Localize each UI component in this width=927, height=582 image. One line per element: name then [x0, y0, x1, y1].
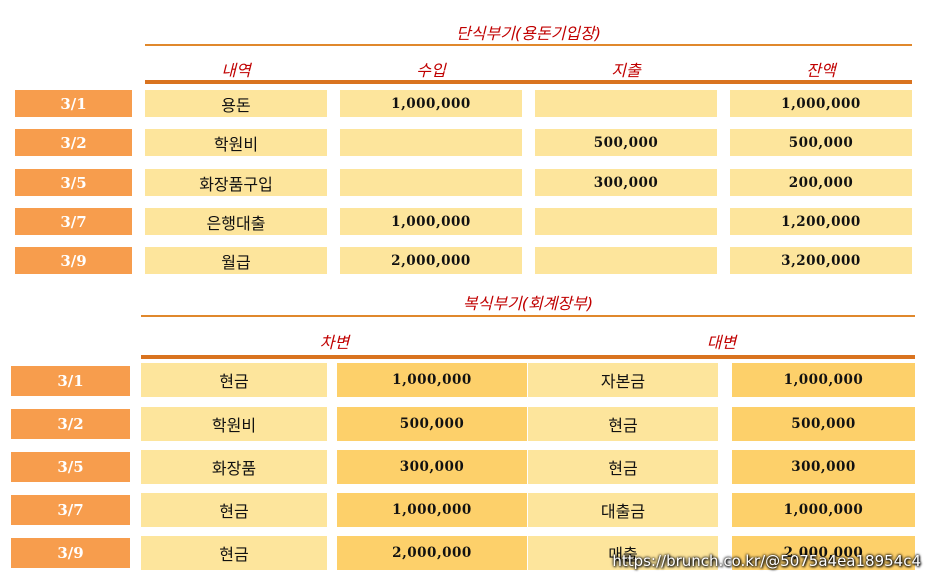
double-row-date: 3/1 — [11, 366, 130, 396]
single-row-date: 3/2 — [15, 129, 132, 156]
double-row-debit-amount: 2,000,000 — [337, 536, 527, 570]
double-row-date: 3/7 — [11, 495, 130, 525]
double-header-credit: 대변 — [706, 333, 737, 352]
single-row-income — [340, 129, 522, 156]
double-row-credit-account: 자본금 — [528, 363, 718, 397]
single-row-date: 3/5 — [15, 169, 132, 196]
double-row-date: 3/5 — [11, 452, 130, 482]
single-header-balance: 잔액 — [806, 61, 836, 80]
double-header-rule — [141, 355, 915, 359]
single-row-item: 학원비 — [145, 129, 327, 156]
single-row-date: 3/1 — [15, 90, 132, 117]
double-title-rule — [141, 315, 915, 317]
double-row-credit-account: 현금 — [528, 450, 718, 484]
single-row-item: 은행대출 — [145, 208, 327, 235]
single-header-expense: 지출 — [611, 61, 641, 80]
single-entry-title: 단식부기(용돈기입장) — [456, 24, 601, 43]
single-row-date: 3/9 — [15, 247, 132, 274]
double-row-date: 3/2 — [11, 409, 130, 439]
double-row-debit-account: 학원비 — [141, 407, 327, 441]
single-row-item: 월급 — [145, 247, 327, 274]
double-row-credit-amount: 1,000,000 — [732, 363, 915, 397]
single-row-income — [340, 169, 522, 196]
double-row-credit-account: 대출금 — [528, 493, 718, 527]
single-row-item: 용돈 — [145, 90, 327, 117]
single-row-income: 2,000,000 — [340, 247, 522, 274]
double-row-debit-account: 현금 — [141, 493, 327, 527]
double-header-debit: 차변 — [319, 333, 350, 352]
single-row-expense — [535, 90, 717, 117]
single-row-income: 1,000,000 — [340, 90, 522, 117]
single-row-item: 화장품구입 — [145, 169, 327, 196]
single-row-balance: 1,200,000 — [730, 208, 912, 235]
single-row-expense: 500,000 — [535, 129, 717, 156]
double-row-debit-account: 현금 — [141, 363, 327, 397]
double-row-credit-amount: 500,000 — [732, 407, 915, 441]
double-entry-title: 복식부기(회계장부) — [462, 294, 594, 313]
double-row-credit-account: 매출 — [528, 536, 718, 570]
double-row-credit-amount: 1,000,000 — [732, 493, 915, 527]
double-row-debit-amount: 1,000,000 — [337, 493, 527, 527]
single-row-expense — [535, 208, 717, 235]
single-header-income: 수입 — [416, 61, 446, 80]
single-row-balance: 3,200,000 — [730, 247, 912, 274]
single-row-balance: 500,000 — [730, 129, 912, 156]
single-row-balance: 1,000,000 — [730, 90, 912, 117]
single-row-expense: 300,000 — [535, 169, 717, 196]
double-row-debit-amount: 1,000,000 — [337, 363, 527, 397]
double-row-credit-amount: 300,000 — [732, 450, 915, 484]
single-row-income: 1,000,000 — [340, 208, 522, 235]
double-row-credit-account: 현금 — [528, 407, 718, 441]
double-row-debit-account: 현금 — [141, 536, 327, 570]
single-row-balance: 200,000 — [730, 169, 912, 196]
single-title-rule — [145, 44, 912, 46]
single-row-date: 3/7 — [15, 208, 132, 235]
double-row-debit-amount: 500,000 — [337, 407, 527, 441]
double-row-debit-amount: 300,000 — [337, 450, 527, 484]
double-row-credit-amount: 2,000,000 — [732, 536, 915, 570]
source-watermark: https://brunch.co.kr/@5075a4ea18954c4 — [612, 552, 921, 570]
single-row-expense — [535, 247, 717, 274]
double-row-date: 3/9 — [11, 538, 130, 568]
single-header-rule — [145, 80, 912, 84]
single-header-item: 내역 — [221, 61, 251, 80]
double-row-debit-account: 화장품 — [141, 450, 327, 484]
